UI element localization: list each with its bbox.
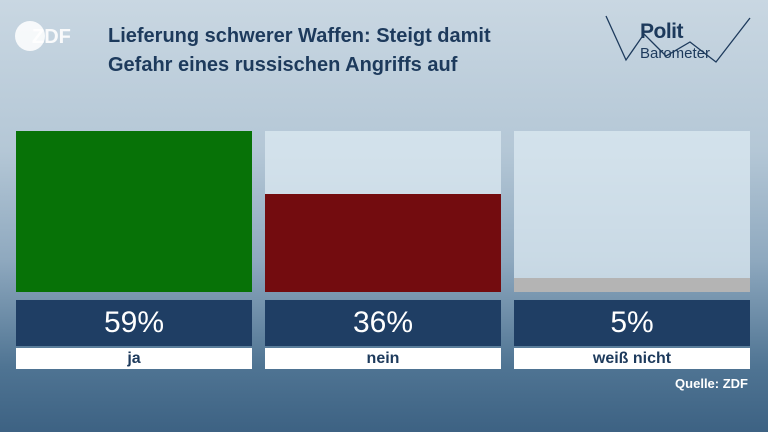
politbarometer-logo-graphic	[605, 15, 751, 63]
bar-weiss-nicht	[514, 278, 750, 292]
title-line-2: Gefahr eines russischen Angriffs auf	[108, 54, 458, 76]
bar-area-nein	[265, 131, 501, 292]
category-label-ja: ja	[16, 348, 252, 369]
value-label-nein: 36%	[265, 300, 501, 346]
value-label-weiss-nicht: 5%	[514, 300, 750, 346]
bar-ja	[16, 131, 252, 292]
brand-line-2: Barometer	[640, 45, 711, 62]
category-label-nein: nein	[265, 348, 501, 369]
category-label-weiss-nicht: weiß nicht	[514, 348, 750, 369]
bar-area-weiss-nicht	[514, 131, 750, 292]
chart-title: Lieferung schwerer Waffen: Steigt damit …	[108, 22, 578, 80]
value-label-ja: 59%	[16, 300, 252, 346]
svg-text:ZDF: ZDF	[32, 26, 71, 48]
title-line-1: Lieferung schwerer Waffen: Steigt damit	[108, 25, 491, 47]
zdf-logo: ZDF	[15, 21, 71, 51]
bar-area-ja	[16, 131, 252, 292]
brand-line-1: Polit	[640, 20, 684, 43]
source-note: Quelle: ZDF	[675, 376, 748, 391]
bar-nein	[265, 193, 501, 292]
